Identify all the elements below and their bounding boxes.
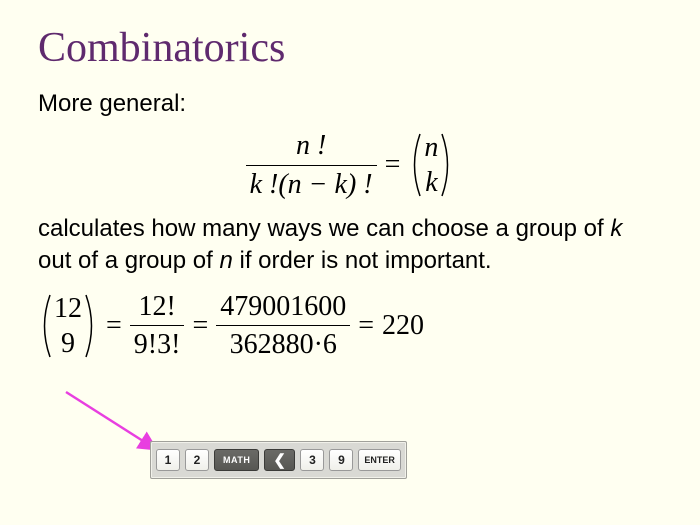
calc-key-2[interactable]: 2 bbox=[185, 449, 209, 471]
slide-title: Combinatorics bbox=[38, 24, 662, 72]
equals-sign: = bbox=[192, 310, 208, 342]
numerator: 479001600 bbox=[216, 290, 350, 324]
equals-sign: = bbox=[106, 310, 122, 342]
paren-right-icon bbox=[440, 132, 454, 198]
calc-key-9[interactable]: 9 bbox=[329, 449, 353, 471]
calc-key-math[interactable]: MATH bbox=[214, 449, 259, 471]
fraction-1: 12! 9!3! bbox=[130, 290, 185, 362]
paren-left-icon bbox=[408, 132, 422, 198]
binom-12-9: 12 9 bbox=[38, 291, 98, 361]
paren-left-icon bbox=[38, 293, 52, 359]
denominator: k !(n − k) ! bbox=[250, 169, 373, 200]
binomial-formula: n ! k !(n − k) ! = n k bbox=[38, 129, 662, 201]
binom-top: n bbox=[424, 130, 438, 165]
calc-key-enter[interactable]: ENTER bbox=[358, 449, 401, 471]
calc-key-1[interactable]: 1 bbox=[156, 449, 180, 471]
result: 220 bbox=[382, 310, 424, 342]
intro-text: More general: bbox=[38, 88, 662, 119]
equals-sign: = bbox=[358, 310, 374, 342]
paren-right-icon bbox=[84, 293, 98, 359]
slide: Combinatorics More general: n ! k !(n − … bbox=[0, 0, 700, 525]
equals-sign: = bbox=[385, 149, 401, 181]
binom-top: 12 bbox=[54, 291, 82, 326]
fraction: n ! k !(n − k) ! bbox=[246, 129, 377, 201]
fraction-2: 479001600 362880·6 bbox=[216, 290, 350, 362]
denominator: 362880·6 bbox=[226, 328, 341, 362]
denominator: 9!3! bbox=[130, 328, 185, 362]
binom-bottom: 9 bbox=[61, 326, 75, 361]
worked-example: 12 9 = 12! 9!3! = 479001600 362880·6 = 2… bbox=[38, 290, 662, 362]
calc-key-❮[interactable]: ❮ bbox=[264, 449, 295, 471]
binom-bottom: k bbox=[425, 165, 437, 200]
numerator: n ! bbox=[296, 130, 326, 161]
calc-key-3[interactable]: 3 bbox=[300, 449, 324, 471]
numerator: 12! bbox=[134, 290, 179, 324]
binomial-coefficient: n k bbox=[408, 130, 454, 200]
calculator-keys: 12MATH❮39ENTER bbox=[150, 441, 407, 479]
description-text: calculates how many ways we can choose a… bbox=[38, 213, 662, 275]
